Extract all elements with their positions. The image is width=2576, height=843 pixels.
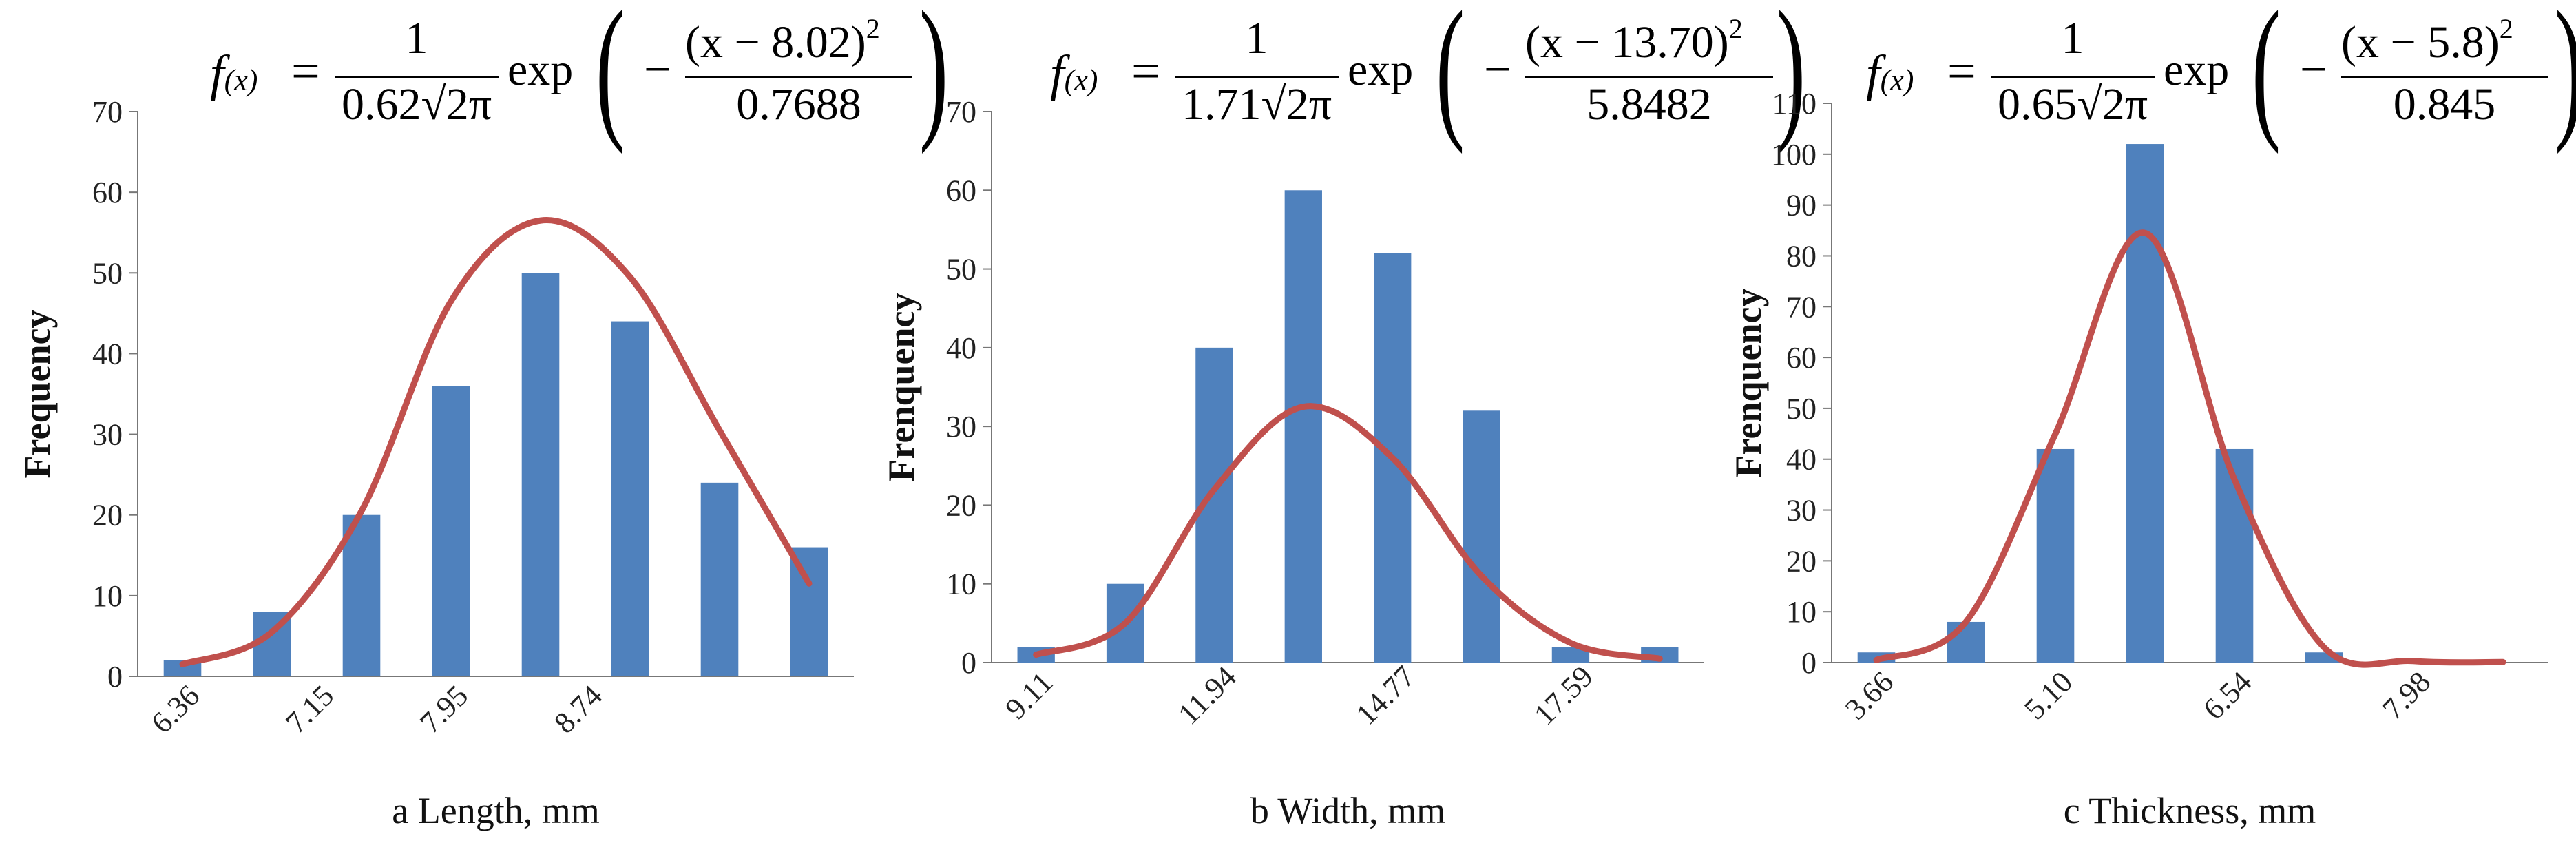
eq-mean: (x − 13.70) <box>1525 17 1729 67</box>
x-tick-label: 17.59 <box>1527 659 1600 731</box>
y-tick-label: 20 <box>946 488 976 522</box>
y-tick-label: 10 <box>1786 595 1816 629</box>
eq-variance: 5.8482 <box>1587 79 1712 129</box>
x-tick-label: 9.11 <box>998 665 1059 726</box>
chart-panel-thickness: 0 10 20 30 40 50 60 70 80 90 100 110 3.66 5.10 6.54 7.9… <box>1718 0 2576 843</box>
x-tick-label: 7.15 <box>279 678 340 740</box>
y-tick-label: 30 <box>92 418 123 452</box>
y-tick-label: 10 <box>946 568 976 601</box>
equation-width: f(x) = 1 1.71√2π exp ( − (x − 13.70)2 5.… <box>1050 0 1806 154</box>
histogram-bar <box>521 273 560 676</box>
y-tick-label: 40 <box>92 337 123 371</box>
y-tick-label: 0 <box>107 660 123 694</box>
eq-denominator: 0.65√2π <box>1997 79 2148 129</box>
y-tick-label: 70 <box>1786 290 1816 324</box>
eq-sub: (x) <box>224 63 258 97</box>
eq-func: exp <box>2164 45 2230 95</box>
eq-numerator: 1 <box>1245 13 1268 63</box>
eq-lhs: f <box>1050 45 1065 102</box>
eq-mean: (x − 8.02) <box>685 17 866 67</box>
histogram-bar <box>2126 144 2164 663</box>
eq-mean: (x − 5.8) <box>2341 17 2500 67</box>
normal-fit-curve <box>1033 403 1663 662</box>
histogram-bar <box>1551 647 1590 663</box>
eq-power: 2 <box>2499 13 2513 44</box>
chart-panel-width: 0 10 20 30 40 50 60 70 9.11 11.94 14.77 17.59 Frenqu… <box>871 0 1806 843</box>
histogram-bar <box>611 321 649 677</box>
histogram-bar <box>342 514 381 676</box>
y-axis-title: Frenquency <box>1728 288 1769 477</box>
y-tick-label: 40 <box>946 331 976 365</box>
y-tick-label: 20 <box>92 499 123 532</box>
histogram-bar <box>2036 448 2075 663</box>
y-tick-label: 100 <box>1771 138 1816 171</box>
y-tick-label: 40 <box>1786 443 1816 477</box>
histogram-bar <box>432 386 470 676</box>
x-tick-label: 6.36 <box>145 678 206 740</box>
x-tick-label: 8.74 <box>547 678 609 740</box>
y-tick-label: 80 <box>1786 239 1816 273</box>
histogram-bar <box>700 482 739 676</box>
y-axis-title: Frenquency <box>881 292 922 481</box>
y-axis-title: Frequency <box>17 310 58 479</box>
eq-denominator: 0.62√2π <box>341 79 492 129</box>
chart-panel-length: 0 10 20 30 40 50 60 70 6.36 7.15 7.95 8.74 Frequency… <box>0 0 949 843</box>
y-tick-label: 30 <box>1786 494 1816 528</box>
eq-lhs: f <box>210 45 224 102</box>
eq-func: exp <box>507 45 574 95</box>
x-axis-title: a Length, mm <box>392 790 599 831</box>
x-tick-label: 6.54 <box>2197 665 2258 726</box>
eq-power: 2 <box>1728 13 1743 44</box>
x-tick-label: 7.98 <box>2376 665 2437 726</box>
histogram-bar <box>790 547 828 676</box>
histogram-bar <box>1947 621 1985 663</box>
x-tick-label: 5.10 <box>2018 665 2079 726</box>
normal-fit-curve <box>179 217 813 667</box>
x-tick-label: 11.94 <box>1171 660 1243 731</box>
y-tick-label: 50 <box>92 256 123 290</box>
y-tick-label: 50 <box>946 253 976 287</box>
y-tick-label: 50 <box>1786 392 1816 426</box>
y-tick-label: 60 <box>946 174 976 207</box>
eq-sub: (x) <box>1064 63 1098 97</box>
eq-sub: (x) <box>1880 63 1914 97</box>
eq-variance: 0.7688 <box>736 79 861 129</box>
y-tick-label: 0 <box>961 646 976 680</box>
x-tick-label: 3.66 <box>1839 665 1900 726</box>
y-tick-label: 110 <box>1772 87 1816 121</box>
y-tick-label: 60 <box>1786 341 1816 375</box>
chart-length-svg: 0 10 20 30 40 50 60 70 6.36 7.15 7.95 8.74 Frequency… <box>17 95 854 831</box>
y-tick-label: 70 <box>92 95 123 129</box>
equation-thickness: f(x) = 1 0.65√2π exp ( − (x − 5.8)2 0.84… <box>1866 0 2576 158</box>
normal-fit-curve <box>1873 229 2506 668</box>
eq-numerator: 1 <box>2061 13 2084 63</box>
eq-lhs: f <box>1866 45 1881 102</box>
histogram-bar <box>1284 190 1322 663</box>
y-tick-label: 30 <box>946 410 976 444</box>
eq-denominator: 1.71√2π <box>1181 79 1332 129</box>
y-tick-label: 0 <box>1801 646 1816 680</box>
y-tick-label: 90 <box>1786 189 1816 222</box>
x-tick-label: 7.95 <box>413 678 474 740</box>
equation-length: f(x) = 1 0.62√2π exp ( − (x − 8.02)2 0.7… <box>210 0 949 154</box>
x-tick-label: 14.77 <box>1350 659 1422 731</box>
y-tick-label: 10 <box>92 579 123 613</box>
y-tick-label: 70 <box>946 95 976 129</box>
eq-power: 2 <box>866 13 880 44</box>
eq-func: exp <box>1348 45 1414 95</box>
x-axis-title: c Thickness, mm <box>2064 790 2316 831</box>
histogram-bar <box>1463 410 1500 663</box>
eq-variance: 0.845 <box>2393 79 2496 129</box>
x-axis-title: b Width, mm <box>1250 790 1445 831</box>
eq-numerator: 1 <box>405 13 428 63</box>
y-tick-label: 20 <box>1786 544 1816 578</box>
y-tick-label: 60 <box>92 176 123 209</box>
chart-thickness-svg: 0 10 20 30 40 50 60 70 80 90 100 110 3.66 5.10 6.54 7.9… <box>1728 87 2548 831</box>
chart-width-svg: 0 10 20 30 40 50 60 70 9.11 11.94 14.77 17.59 Frenqu… <box>881 95 1704 831</box>
